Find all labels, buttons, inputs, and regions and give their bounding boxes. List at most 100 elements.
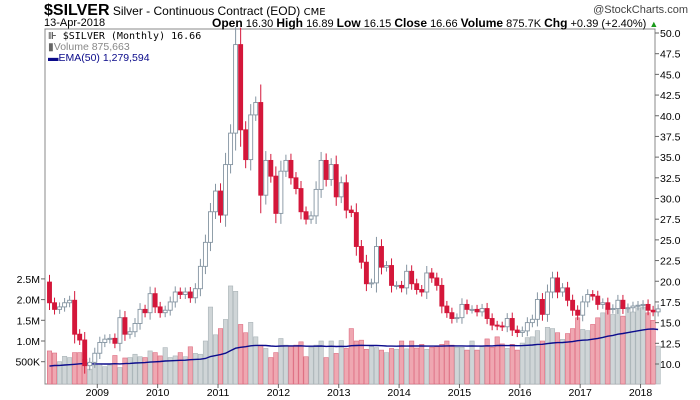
candle-body [444, 305, 450, 314]
candle-body [177, 291, 183, 295]
volume-bar [539, 340, 545, 385]
year-tick-label: 2016 [508, 387, 532, 399]
volume-bar [384, 352, 390, 385]
stockcharts-logo[interactable]: @StockCharts.com [593, 4, 688, 16]
price-tick-label: 17.5 [660, 297, 681, 309]
volume-bar [575, 317, 581, 385]
candle-body [308, 215, 314, 220]
year-tick-label: 2014 [387, 387, 411, 399]
volume-bar [187, 346, 193, 385]
volume-bar [112, 355, 118, 385]
candle-body [268, 159, 274, 177]
candle-body [580, 301, 586, 316]
volume-bar [399, 340, 405, 385]
volume-bar [137, 356, 143, 385]
candle-body [550, 277, 555, 293]
candle-body [298, 188, 304, 213]
volume-bar [313, 344, 319, 385]
volume-bar [57, 361, 63, 385]
candle-body [655, 308, 661, 313]
volume-bar [228, 285, 234, 385]
volume-bar [258, 344, 264, 385]
volume-bar [212, 334, 218, 385]
volume-bar [655, 345, 661, 385]
volume-bar [429, 346, 435, 385]
candle-body [223, 164, 229, 216]
candle-body [389, 265, 394, 286]
volume-bar [77, 352, 83, 385]
candle-body [182, 291, 188, 295]
year-tick-label: 2012 [267, 387, 291, 399]
candle-body [218, 190, 223, 216]
volume-bar [283, 344, 289, 385]
volume-bar [620, 315, 626, 385]
legend: ⊪ $SILVER (Monthly) 16.66 ▮Volume 875,66… [48, 31, 202, 64]
year-tick-label: 2009 [86, 387, 110, 399]
volume-bar [615, 305, 621, 385]
candle-body [248, 114, 254, 161]
volume-bar [610, 314, 616, 385]
volume-bar [293, 344, 299, 385]
low-value: 16.15 [363, 18, 392, 30]
candle-body [610, 308, 616, 311]
candle-body [575, 309, 581, 316]
candle-body [384, 265, 389, 268]
ema-line [49, 328, 659, 367]
candle-body [379, 246, 384, 268]
price-tick-label: 10.0 [660, 359, 681, 371]
volume-bar [600, 312, 606, 385]
volume-tick-label: 2.5M [17, 274, 40, 286]
volume-bar [253, 336, 259, 385]
candle-body [439, 284, 445, 307]
volume-bar [635, 307, 641, 385]
volume-bar [444, 340, 450, 385]
volume-bar [142, 357, 148, 385]
candle-body [87, 361, 93, 367]
volume-bar [469, 340, 475, 385]
volume-bar [389, 348, 395, 385]
price-tick-label: 15.0 [660, 318, 681, 330]
volume-bar [132, 353, 138, 385]
candle-body [565, 287, 571, 301]
quote-summary: Open 16.30 High 16.89 Low 16.15 Close 16… [212, 16, 658, 30]
candle-body [318, 159, 324, 190]
symbol: $SILVER [44, 2, 110, 19]
candle-body [358, 246, 364, 263]
candle-body [504, 318, 510, 328]
volume-bar [449, 344, 455, 385]
candle-body [348, 209, 354, 214]
candle-body [459, 303, 465, 319]
legend-price: ⊪ $SILVER (Monthly) 16.66 [48, 31, 201, 42]
candle-body [534, 299, 540, 320]
volume-bar [504, 348, 510, 385]
volume-bar [509, 344, 515, 385]
volume-tick-label: 2.0M [17, 295, 40, 307]
volume-bar [565, 333, 571, 385]
volume-bar [248, 322, 254, 385]
volume-bar [640, 306, 646, 385]
candle-body [122, 317, 128, 335]
volume-bar [273, 352, 279, 385]
date: 13-Apr-2018 [44, 17, 106, 29]
candle-body [449, 312, 455, 319]
volume-bar [394, 348, 400, 385]
volume-label: Volume [460, 16, 504, 30]
candle-body [172, 291, 178, 303]
candle-body [102, 338, 108, 343]
candle-body [353, 212, 359, 247]
candle-body [555, 277, 560, 293]
volume-bar [378, 349, 384, 385]
candle-body [399, 284, 405, 289]
volume-bar [494, 336, 500, 385]
candle-body [293, 177, 299, 190]
volume-bar [479, 346, 485, 385]
instrument-name: Silver - Continuous Contract (EOD) [112, 4, 301, 18]
open-label: Open [212, 16, 243, 30]
candle-body [570, 299, 576, 311]
candle-body [514, 329, 520, 334]
candle-body [605, 302, 611, 310]
candle-body [197, 265, 203, 290]
candle-body [92, 352, 98, 363]
volume-bar [87, 368, 93, 385]
candle-body [650, 309, 656, 313]
